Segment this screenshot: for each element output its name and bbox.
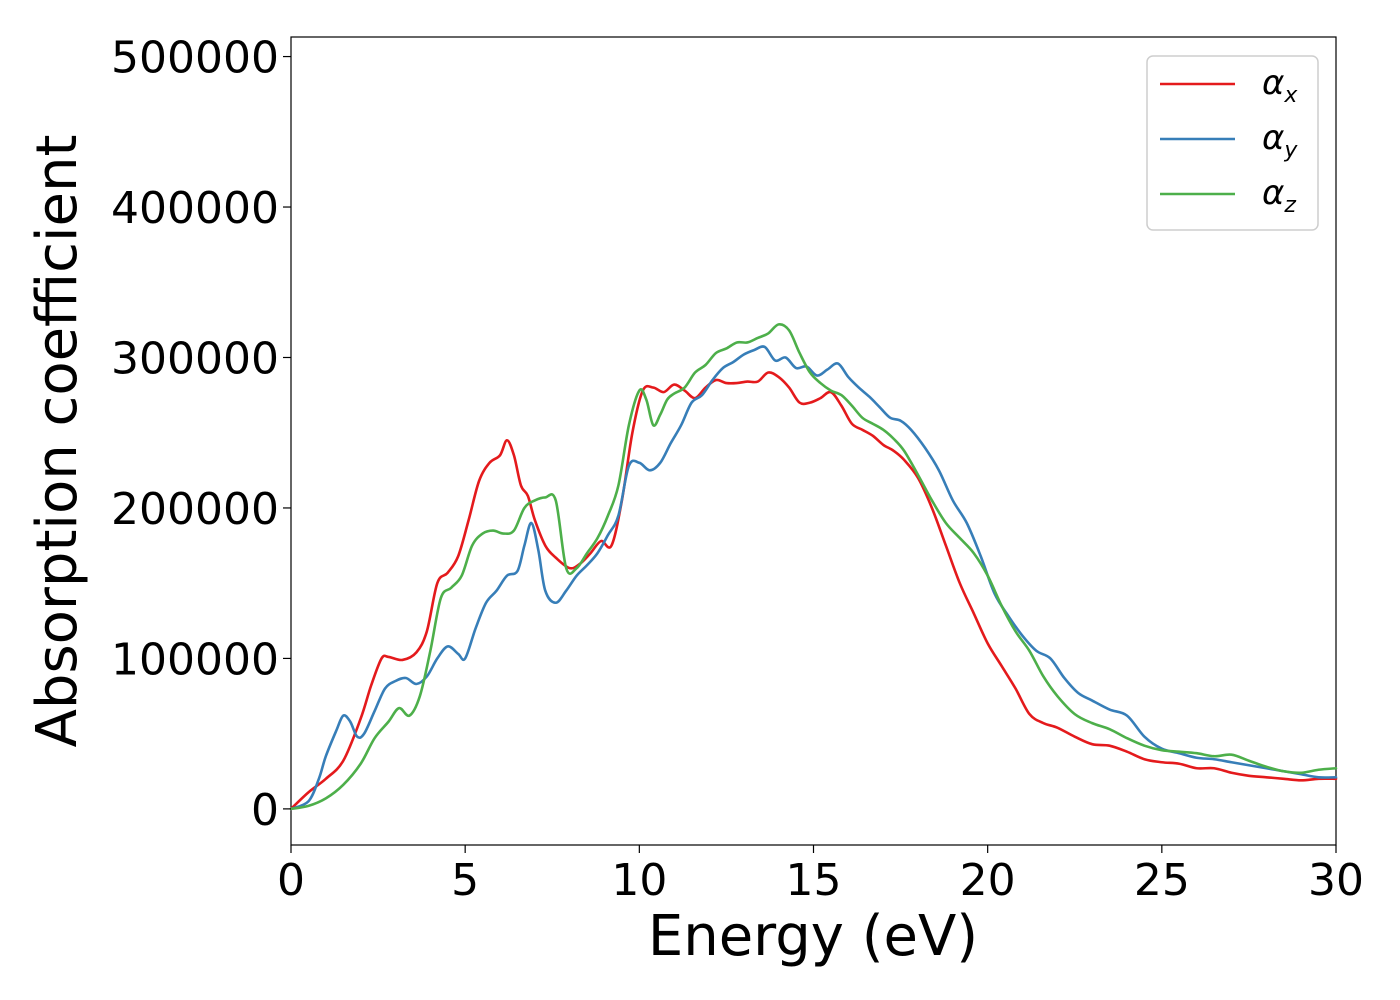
x-tick-label: 10 xyxy=(611,855,667,906)
x-tick-label: 30 xyxy=(1308,855,1364,906)
y-tick-label: 0 xyxy=(251,785,279,836)
x-tick-label: 20 xyxy=(960,855,1016,906)
legend: αx αy αz xyxy=(1146,55,1319,231)
x-axis-title: Energy (eV) xyxy=(648,904,978,969)
y-axis: 0 100000 200000 300000 400000 500000 xyxy=(111,33,291,836)
x-tick-label: 0 xyxy=(277,855,305,906)
series-line-z xyxy=(289,323,1338,811)
y-tick-label: 500000 xyxy=(111,33,279,84)
x-axis: 0 5 10 15 20 25 30 xyxy=(277,845,1364,906)
x-tick-label: 5 xyxy=(451,855,479,906)
y-tick-label: 300000 xyxy=(111,333,279,384)
x-tick-label: 25 xyxy=(1134,855,1190,906)
y-tick-label: 400000 xyxy=(111,183,279,234)
y-tick-label: 200000 xyxy=(111,484,279,535)
y-tick-label: 100000 xyxy=(111,634,279,685)
legend-box xyxy=(1146,55,1319,231)
legend-label-z: αz xyxy=(1262,173,1296,218)
series-line-y xyxy=(289,345,1338,811)
series-line-x xyxy=(289,371,1338,811)
legend-label-x: αx xyxy=(1262,63,1298,108)
legend-label-y: αy xyxy=(1262,118,1298,163)
series-layer xyxy=(289,323,1338,811)
y-axis-title: Absorption coefficient xyxy=(25,135,90,748)
x-tick-label: 15 xyxy=(786,855,842,906)
